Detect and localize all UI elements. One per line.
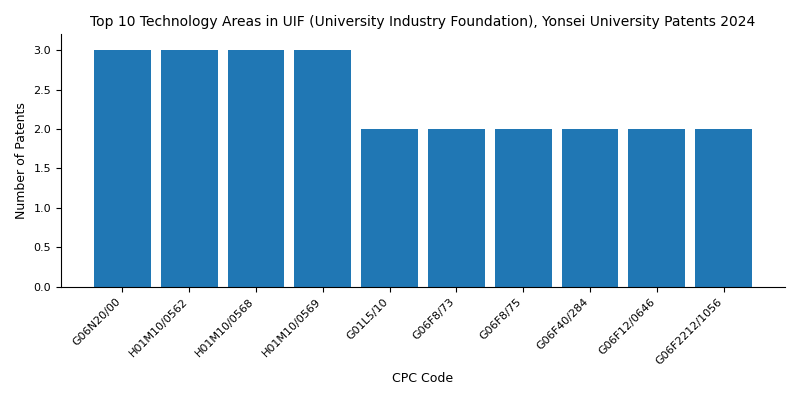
- Bar: [227, 50, 284, 287]
- Bar: [695, 129, 752, 287]
- Bar: [428, 129, 485, 287]
- Bar: [294, 50, 351, 287]
- Bar: [629, 129, 686, 287]
- Bar: [94, 50, 150, 287]
- Bar: [161, 50, 218, 287]
- Bar: [495, 129, 552, 287]
- Bar: [562, 129, 618, 287]
- Title: Top 10 Technology Areas in UIF (University Industry Foundation), Yonsei Universi: Top 10 Technology Areas in UIF (Universi…: [90, 15, 756, 29]
- X-axis label: CPC Code: CPC Code: [393, 372, 454, 385]
- Bar: [362, 129, 418, 287]
- Y-axis label: Number of Patents: Number of Patents: [15, 102, 28, 219]
